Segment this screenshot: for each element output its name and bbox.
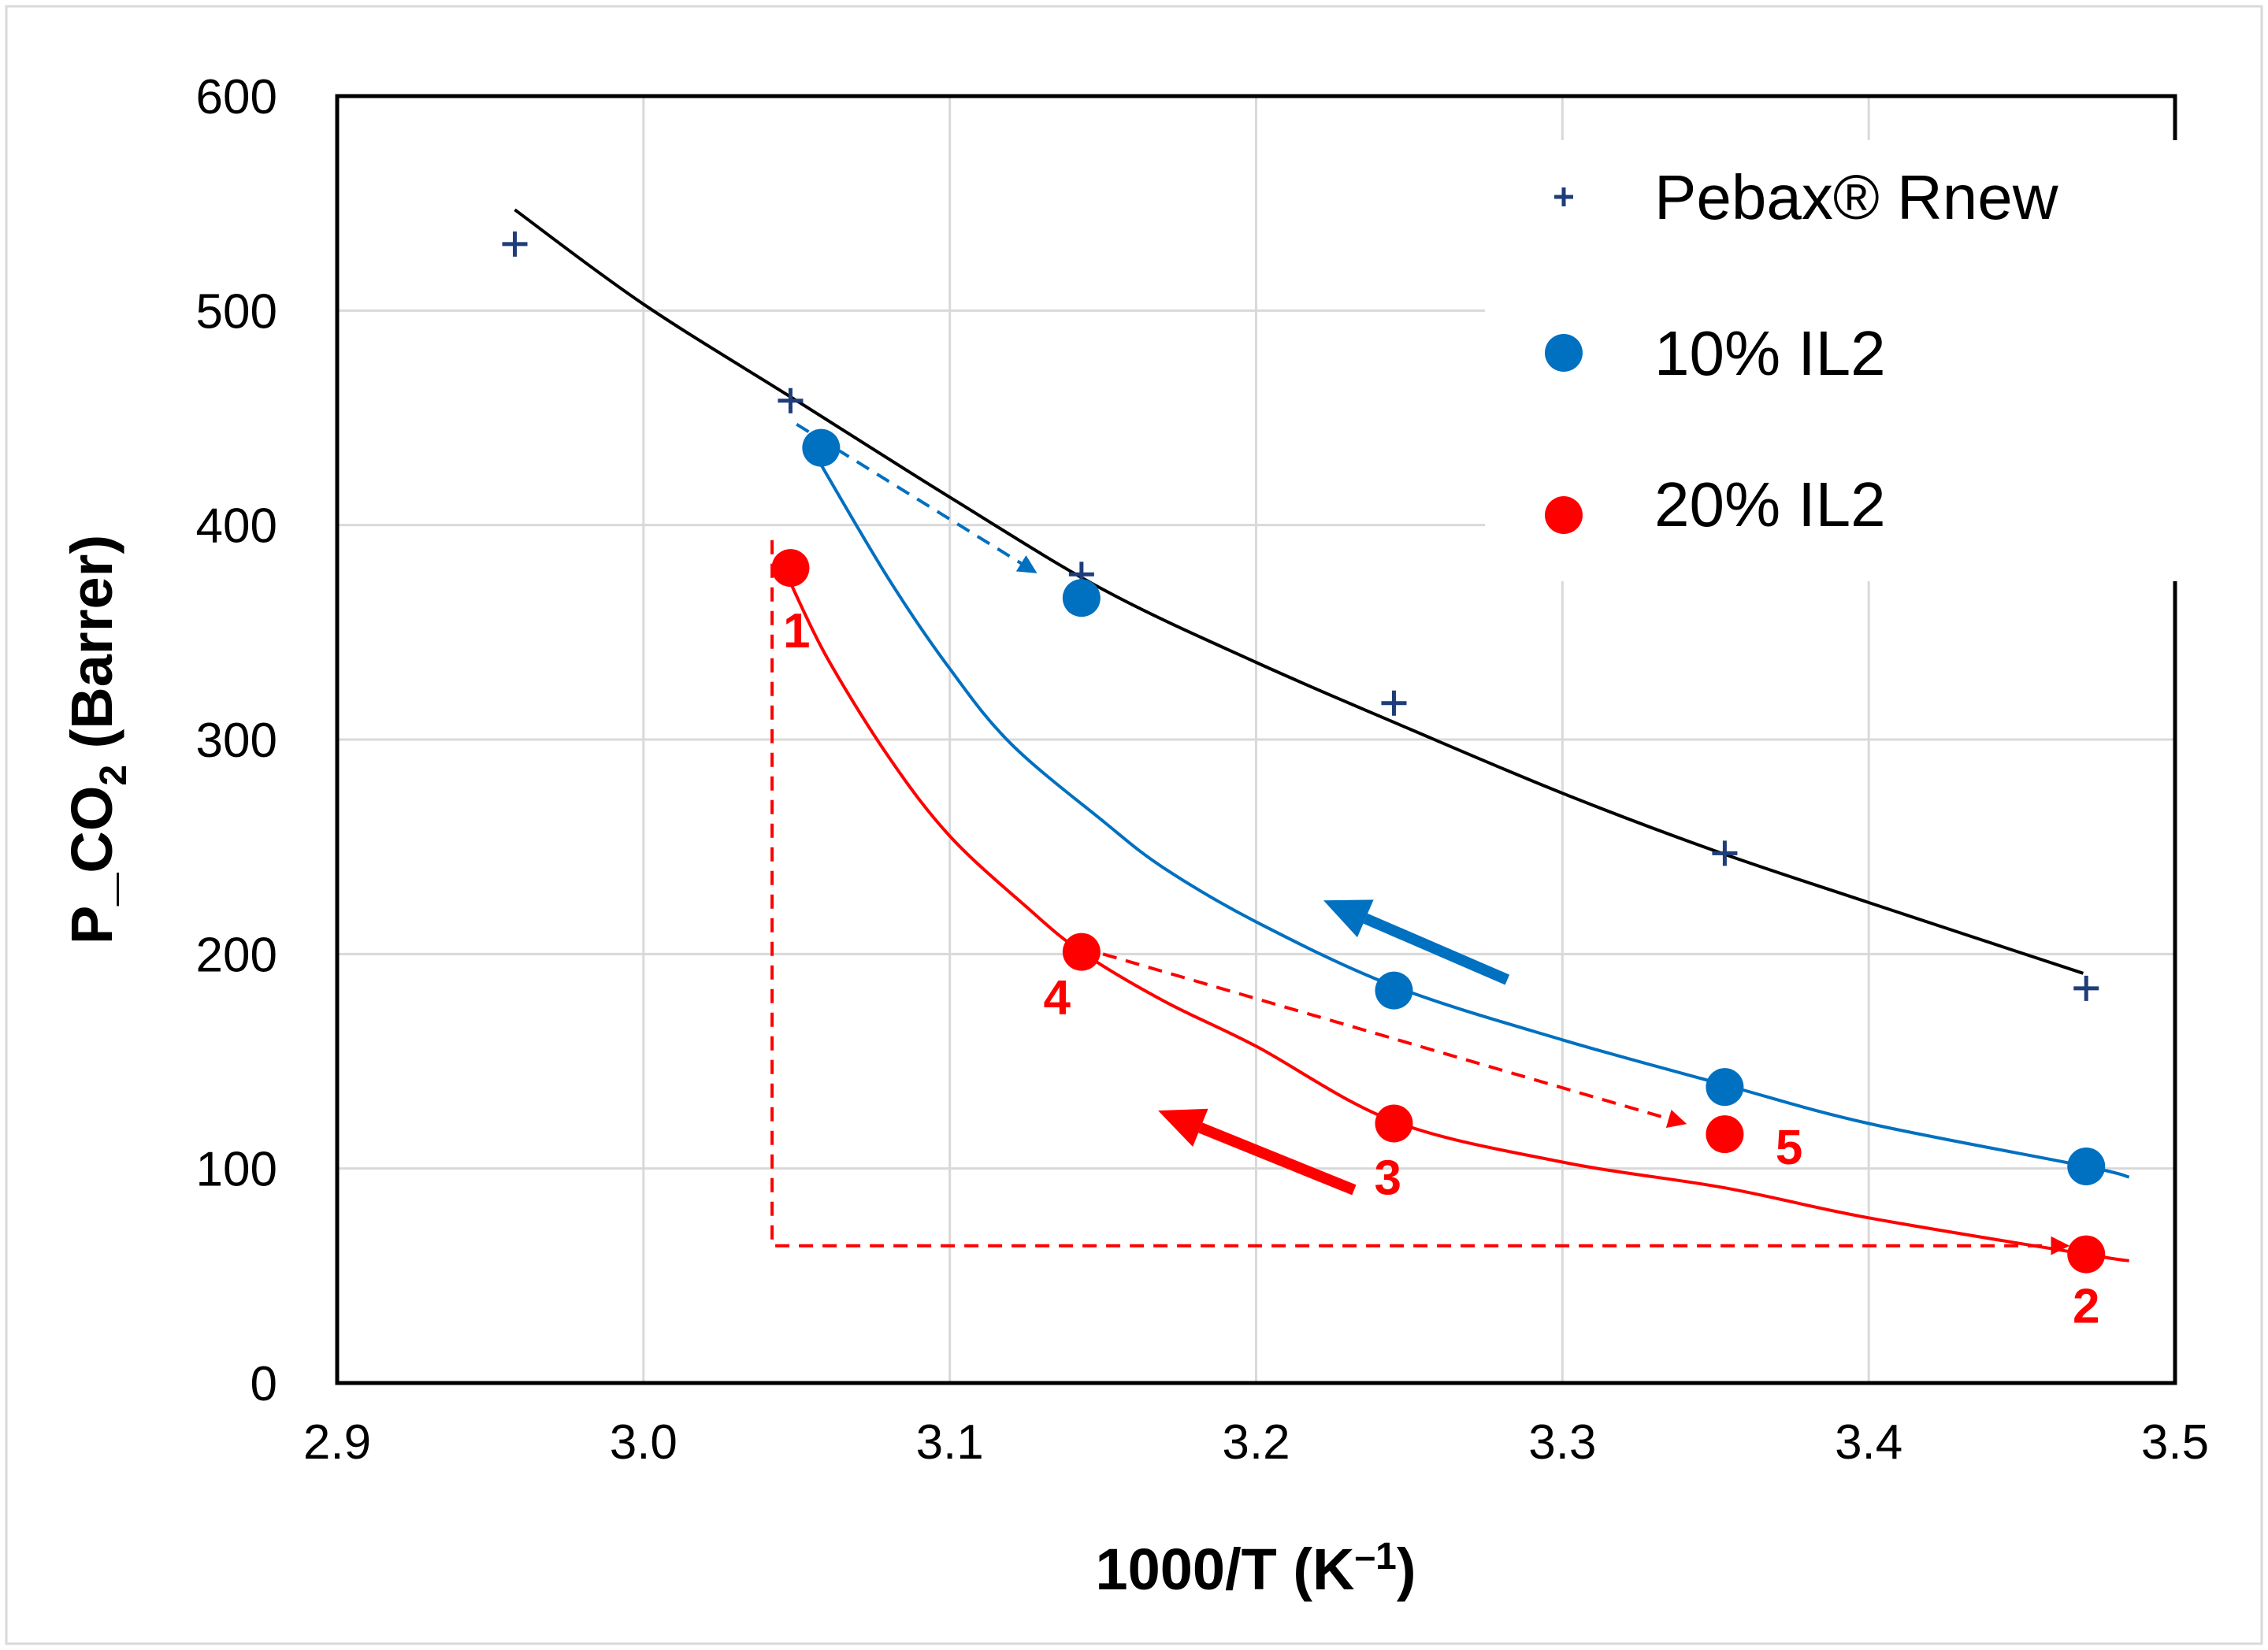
- data-point-10-il2: [1062, 579, 1101, 617]
- x-axis-title: 1000/T (K–1): [1095, 1536, 1416, 1602]
- data-point-20-il2: [1706, 1115, 1744, 1154]
- x-tick-label: 3.1: [916, 1415, 984, 1470]
- y-tick-label: 500: [196, 284, 277, 339]
- fit-curve: [819, 464, 2130, 1179]
- legend: Pebax® Rnew 10% IL2 20% IL2: [1485, 140, 2178, 581]
- legend-label-20-il2: 20% IL2: [1654, 469, 1886, 539]
- y-tick-label: 200: [196, 928, 277, 982]
- x-tick-label: 3.2: [1222, 1415, 1290, 1470]
- x-tick-label: 3.3: [1528, 1415, 1596, 1470]
- direction-arrow: [1198, 1122, 1357, 1196]
- fit-curve: [514, 208, 2084, 975]
- annotation-label: 3: [1374, 1151, 1401, 1205]
- direction-arrow: [1363, 913, 1510, 985]
- y-tick-label: 600: [196, 70, 277, 124]
- legend-marker-pebax: [1554, 187, 1573, 206]
- annotation-label: 5: [1776, 1121, 1802, 1175]
- data-point-pebax: [778, 387, 804, 413]
- data-point-pebax: [1712, 840, 1738, 866]
- annotation-label: 4: [1044, 971, 1071, 1025]
- direction-arrowhead: [1158, 1108, 1208, 1147]
- dashed-path: [1102, 952, 1687, 1128]
- x-tick-label: 3.0: [610, 1415, 677, 1470]
- annotation-label: 2: [2073, 1280, 2099, 1334]
- data-point-20-il2: [771, 549, 810, 588]
- y-tick-label: 300: [196, 714, 277, 768]
- dashed-paths: [770, 422, 2070, 1255]
- annotations: 1 2 3 4 5: [783, 604, 2099, 1334]
- data-point-pebax: [2073, 975, 2099, 1001]
- data-markers: [502, 231, 2106, 1274]
- direction-arrowhead: [1323, 899, 1374, 938]
- x-tick-label: 3.5: [2141, 1415, 2209, 1470]
- legend-marker-20-il2: [1545, 496, 1583, 534]
- tick-labels: 2.9 3.0 3.1 3.2 3.3 3.4 3.5 0 100 200 300 400 500 600: [196, 70, 2210, 1470]
- data-point-20-il2: [1062, 933, 1101, 971]
- legend-label-pebax: Pebax® Rnew: [1654, 162, 2058, 232]
- y-axis-title-subscript: 2: [93, 765, 135, 786]
- data-point-pebax: [502, 231, 528, 257]
- legend-background: [1485, 140, 2178, 581]
- data-point-20-il2: [1375, 1104, 1413, 1143]
- legend-marker-10-il2: [1545, 334, 1583, 372]
- x-axis-title-superscript: –1: [1354, 1536, 1396, 1578]
- data-point-10-il2: [1706, 1068, 1744, 1107]
- x-tick-label: 3.4: [1835, 1415, 1902, 1470]
- data-point-pebax: [1381, 690, 1407, 716]
- y-tick-label: 100: [196, 1143, 277, 1197]
- legend-label-10-il2: 10% IL2: [1654, 318, 1886, 388]
- data-point-20-il2: [2067, 1235, 2106, 1274]
- data-point-10-il2: [802, 428, 841, 467]
- plot-area-frame: [335, 94, 2177, 1385]
- x-tick-label: 2.9: [303, 1415, 371, 1470]
- fit-curve: [789, 582, 2130, 1263]
- y-tick-label: 0: [251, 1357, 277, 1411]
- data-point-10-il2: [2067, 1147, 2106, 1185]
- dashed-path: [770, 539, 2070, 1255]
- annotation-label: 1: [783, 604, 810, 658]
- y-axis-title: P_CO2 (Barrer): [59, 535, 135, 944]
- y-tick-label: 400: [196, 499, 277, 554]
- fit-curves: [514, 208, 2130, 1263]
- data-point-10-il2: [1375, 971, 1413, 1010]
